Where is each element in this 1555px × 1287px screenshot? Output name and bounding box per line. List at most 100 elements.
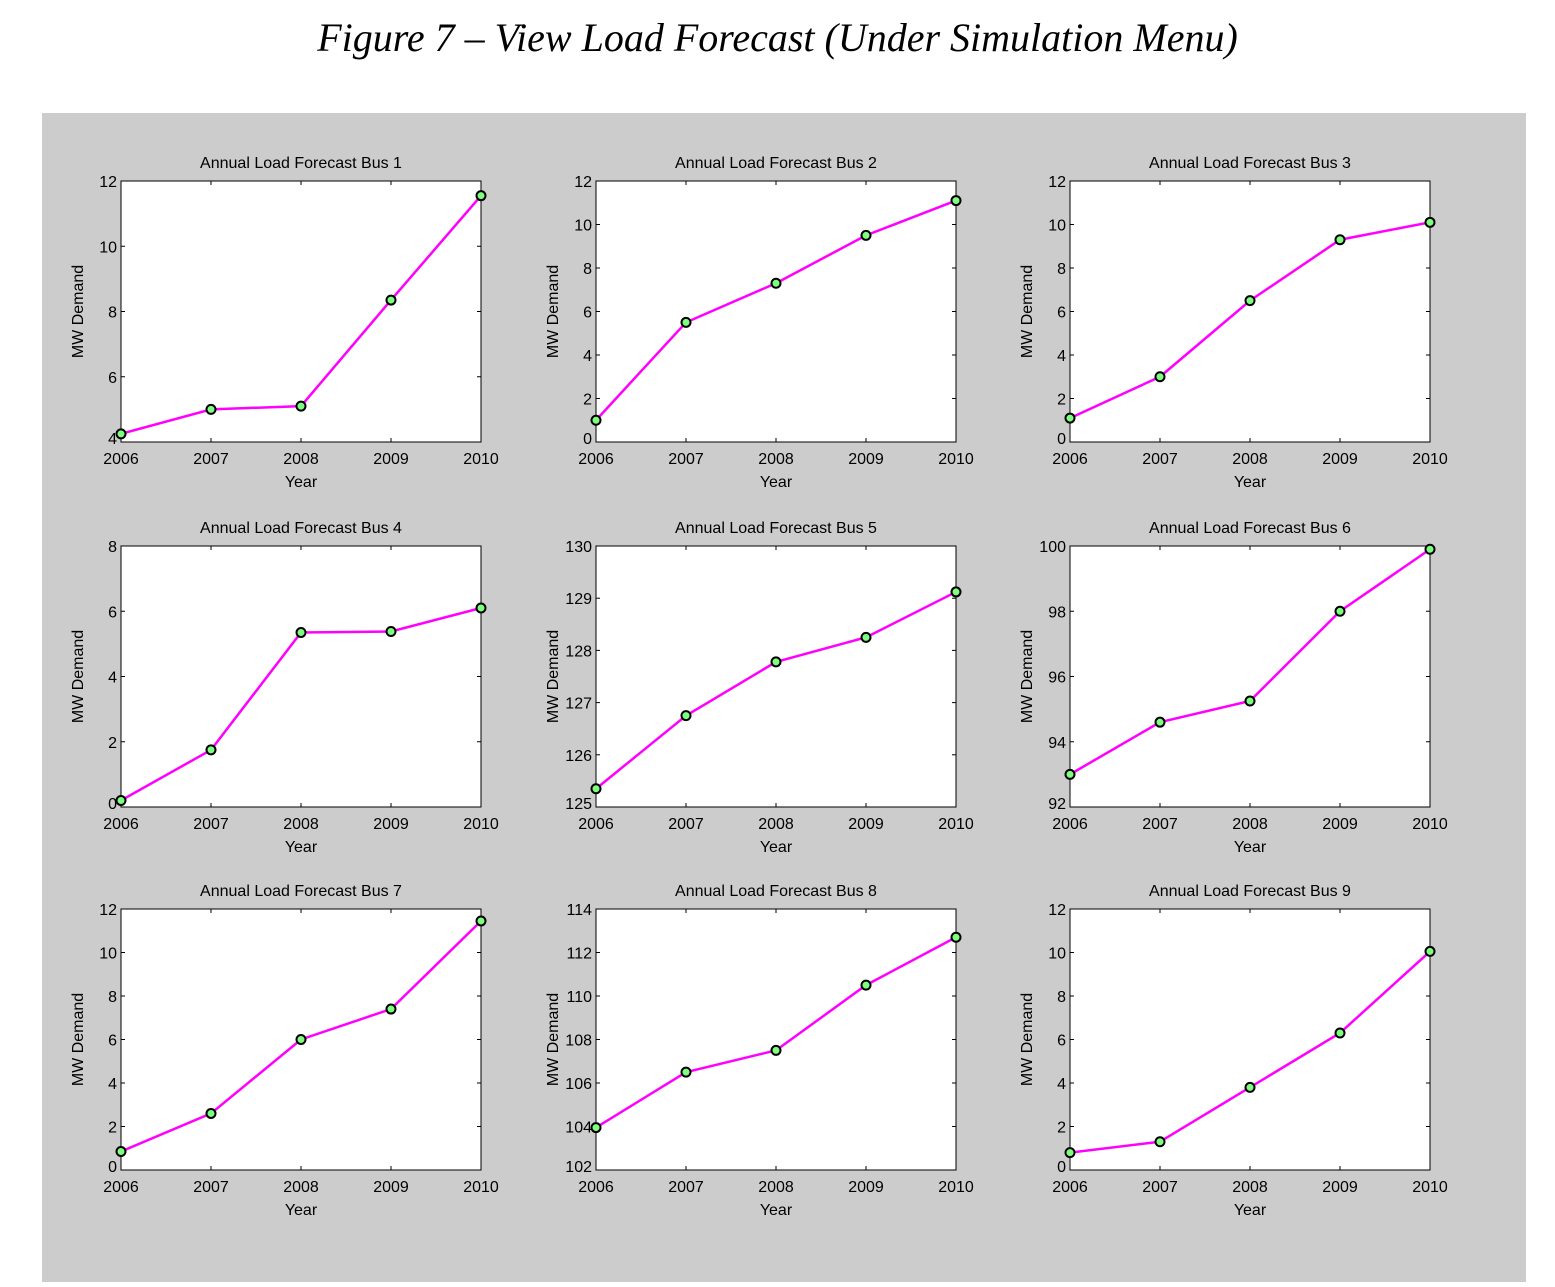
x-tick-label: 2006 [578,816,614,833]
y-tick-label: 8 [108,305,117,322]
y-tick-label: 2 [108,735,117,752]
y-tick-label: 10 [99,946,117,963]
x-tick-label: 2006 [1052,816,1088,833]
data-point [1244,695,1256,707]
data-point [950,586,962,598]
data-point [1154,371,1166,383]
data-point [770,277,782,289]
y-axis-label: MW Demand [545,630,562,723]
y-tick-label: 0 [108,1159,117,1176]
x-tick-label: 2007 [193,1179,229,1196]
data-point [1064,768,1076,780]
data-point [590,783,602,795]
data-point [1064,412,1076,424]
data-point [680,316,692,328]
x-tick-label: 2010 [938,451,974,468]
chart-bus-6: Annual Load Forecast Bus 6 2006 2007 2008 20… [1019,520,1448,856]
x-tick-label: 2008 [1232,1179,1268,1196]
data-point [295,1034,307,1045]
y-tick-label: 125 [565,796,592,813]
chart-bus-1: Annual Load Forecast Bus 1 2006 2007 2008 20… [70,155,499,491]
data-point [770,656,782,668]
y-axis-label: MW Demand [545,265,562,358]
y-tick-label: 6 [108,370,117,387]
x-tick-label: 2009 [1322,816,1358,833]
plot-area [1069,180,1431,443]
chart-title: Annual Load Forecast Bus 5 [675,520,877,537]
x-tick-label: 2008 [1232,816,1268,833]
chart-title: Annual Load Forecast Bus 8 [675,883,877,900]
y-tick-label: 8 [583,261,592,278]
x-tick-label: 2008 [758,816,794,833]
y-tick-label: 6 [1057,305,1066,322]
plot-area [120,180,482,443]
data-point [475,602,487,614]
x-tick-label: 2010 [1412,1179,1448,1196]
x-axis-label: Year [1234,839,1267,856]
figure-panel: Annual Load Forecast Bus 1 2006 2007 2008 20… [42,113,1526,1282]
x-tick-label: 2006 [1052,1179,1088,1196]
x-tick-label: 2009 [373,816,409,833]
x-tick-label: 2010 [938,816,974,833]
y-tick-label: 8 [1057,989,1066,1006]
y-tick-label: 10 [1048,946,1066,963]
x-axis-label: Year [285,839,318,856]
y-tick-label: 10 [1048,218,1066,235]
chart-bus-8: Annual Load Forecast Bus 8 2006 2007 2008 20… [545,883,974,1219]
y-tick-label: 126 [565,748,592,765]
x-tick-label: 2006 [578,1179,614,1196]
y-axis-label: MW Demand [1019,993,1036,1086]
y-tick-label: 4 [1057,348,1066,365]
x-tick-label: 2009 [373,451,409,468]
data-point [1334,605,1346,617]
x-tick-label: 2006 [103,816,139,833]
x-axis-label: Year [760,839,793,856]
x-tick-label: 2010 [463,451,499,468]
data-point [950,931,962,943]
data-point [1154,716,1166,728]
y-tick-label: 104 [565,1120,592,1137]
x-axis-label: Year [285,474,318,491]
data-point [1244,295,1256,307]
y-tick-label: 10 [574,218,592,235]
data-point [115,794,127,806]
y-axis-label: MW Demand [545,993,562,1086]
y-tick-label: 4 [108,431,117,448]
data-point [385,294,397,306]
x-tick-label: 2009 [1322,1179,1358,1196]
data-point [1424,216,1436,228]
chart-title: Annual Load Forecast Bus 1 [200,155,402,172]
y-tick-label: 2 [583,392,592,409]
x-tick-label: 2006 [1052,451,1088,468]
data-point [295,626,307,638]
y-tick-label: 4 [583,348,592,365]
x-tick-label: 2007 [193,451,229,468]
x-tick-label: 2009 [848,451,884,468]
chart-bus-5: Annual Load Forecast Bus 5 2006 2007 2008 20… [545,520,974,856]
x-tick-label: 2007 [668,451,704,468]
x-tick-label: 2007 [1142,816,1178,833]
y-axis-label: MW Demand [70,993,87,1086]
y-tick-label: 110 [566,989,592,1006]
y-tick-label: 12 [99,902,117,919]
x-axis-label: Year [1234,1202,1267,1219]
x-tick-label: 2009 [848,816,884,833]
data-point [1154,1136,1166,1148]
data-point [295,400,307,412]
y-tick-label: 102 [565,1159,592,1176]
data-point [385,1003,397,1015]
y-tick-label: 8 [108,539,117,556]
x-tick-label: 2007 [668,816,704,833]
data-point [680,710,692,722]
x-tick-label: 2010 [938,1179,974,1196]
x-tick-label: 2006 [578,451,614,468]
x-tick-label: 2010 [1412,451,1448,468]
y-tick-label: 100 [1039,539,1066,556]
data-point [1334,234,1346,246]
y-axis-label: MW Demand [70,265,87,358]
x-tick-label: 2007 [668,1179,704,1196]
